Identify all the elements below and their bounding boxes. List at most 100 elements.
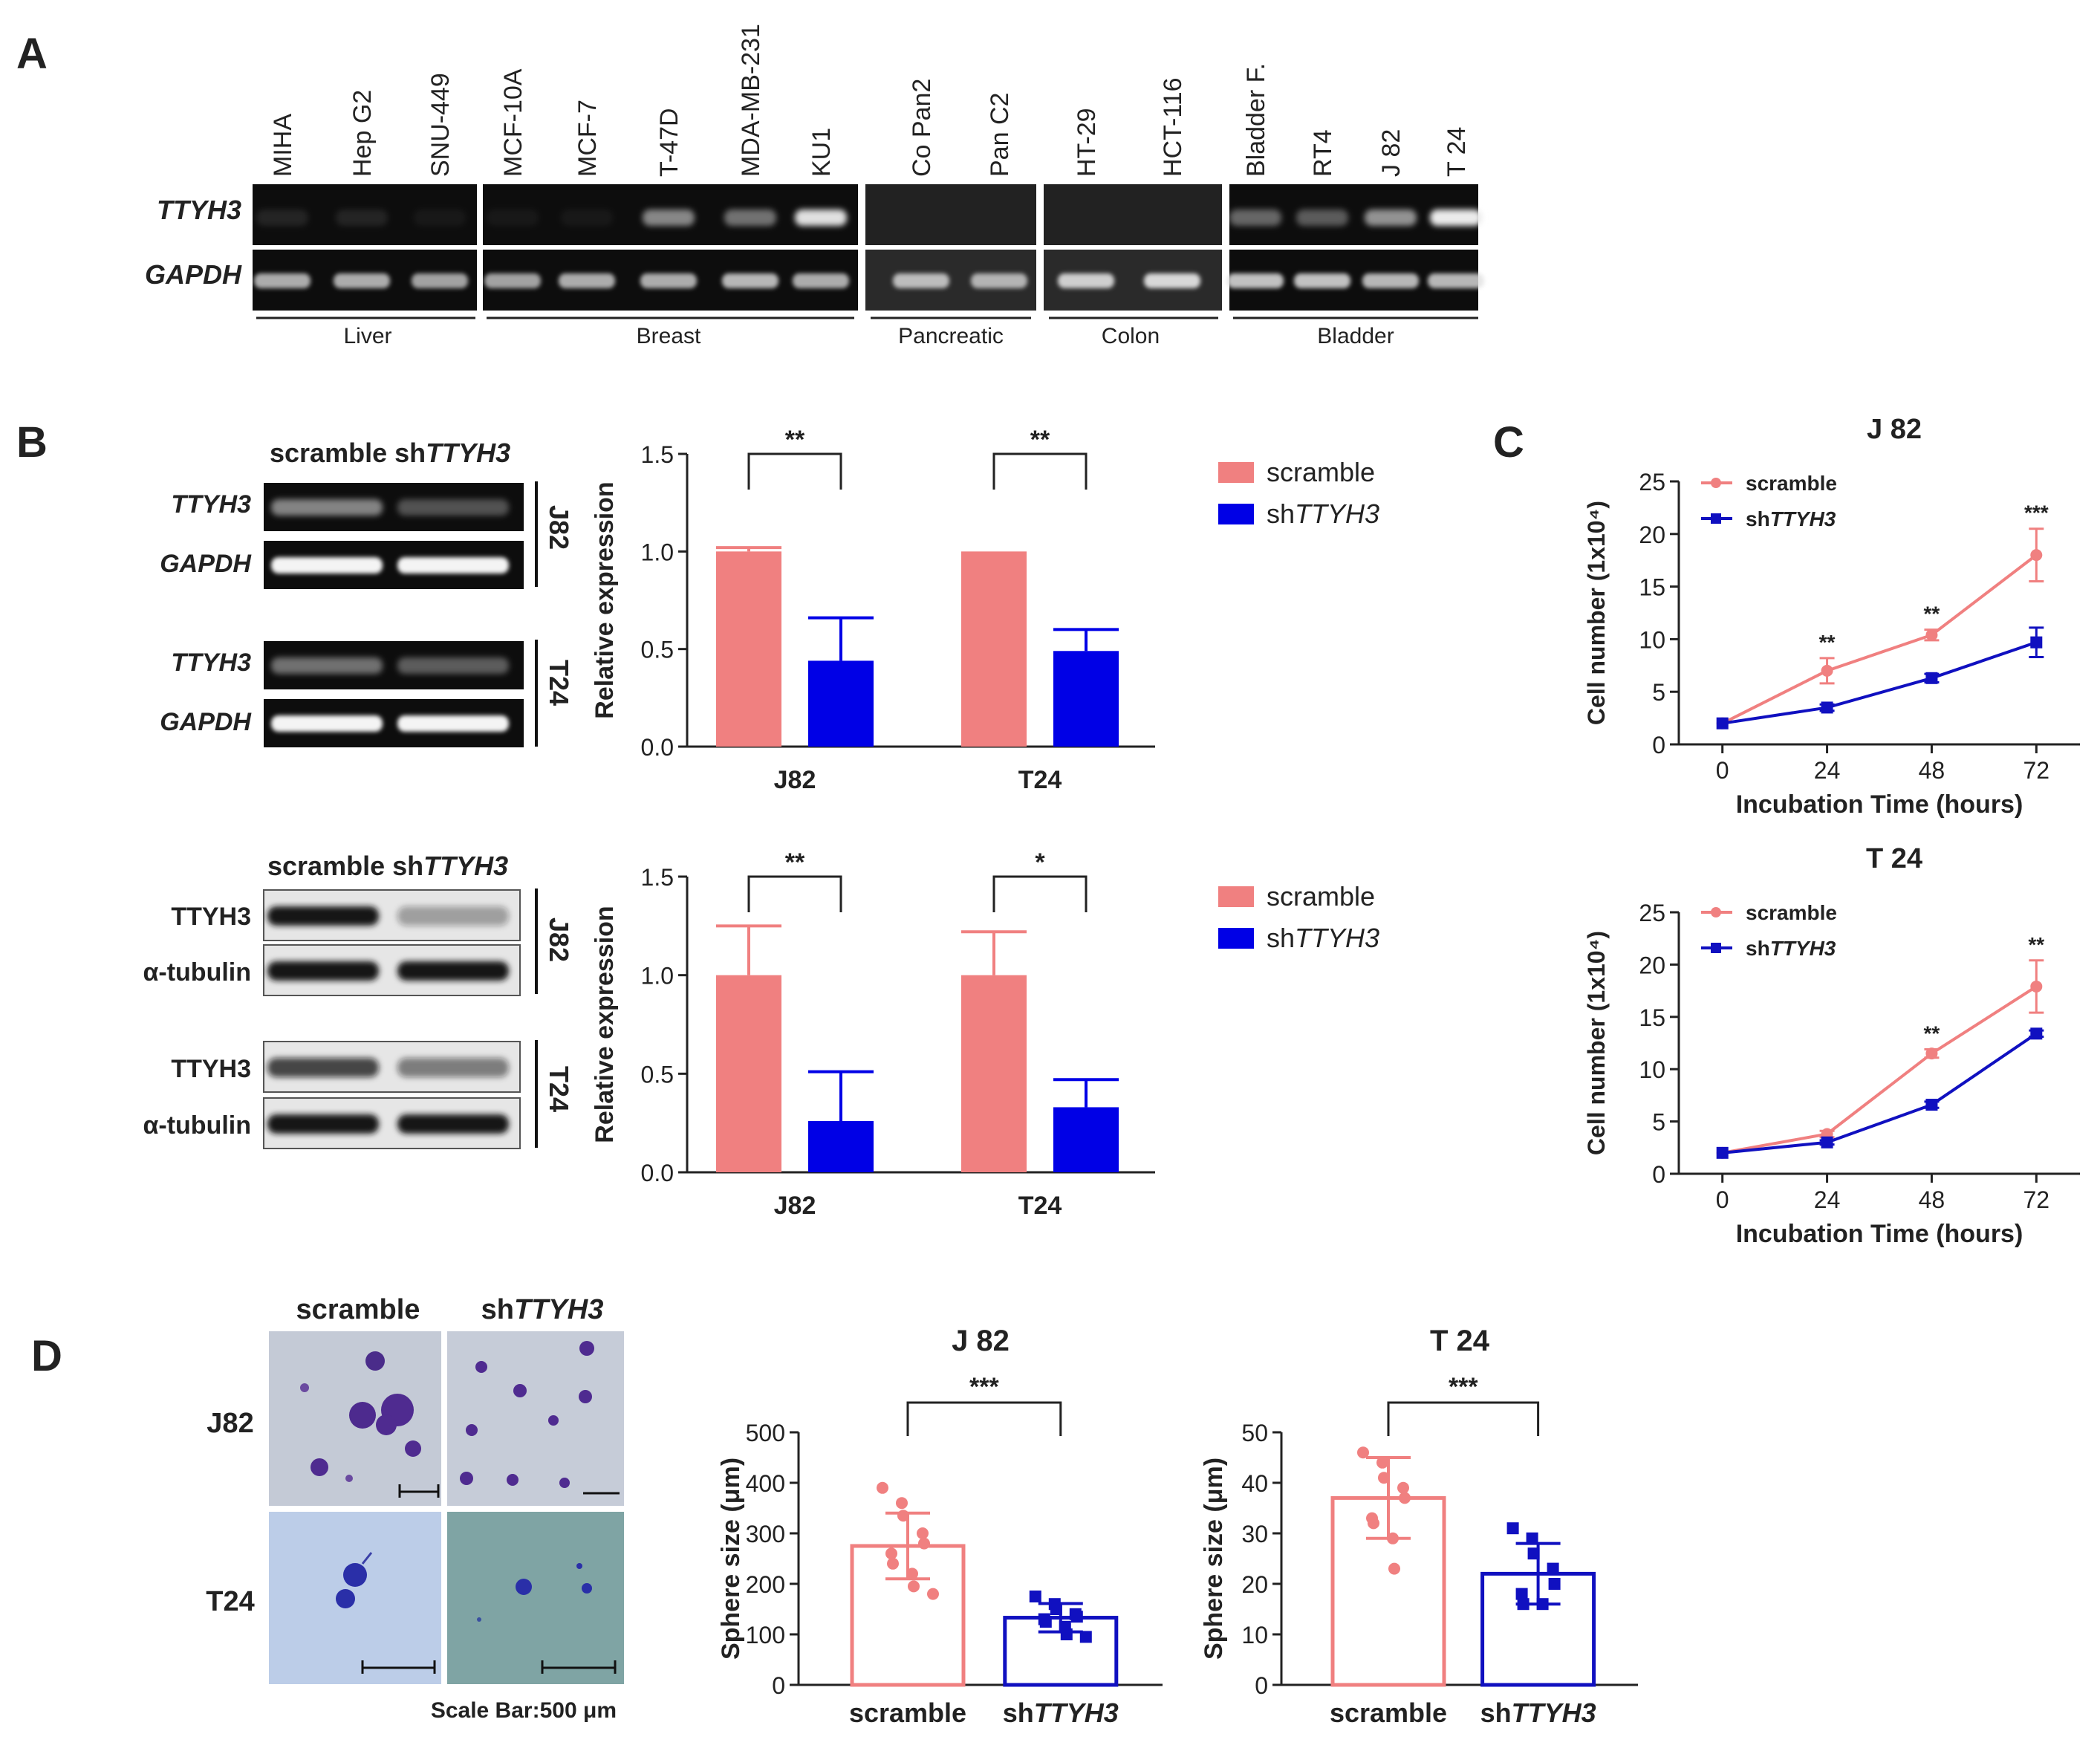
x-tick-label: 48 bbox=[1919, 757, 1945, 784]
data-point-shTTYH3 bbox=[1925, 672, 1938, 684]
x-tick-label-italic: TTYH3 bbox=[1034, 1698, 1119, 1728]
band-ttyh3 bbox=[561, 209, 613, 226]
image-row-label-t24: T24 bbox=[206, 1586, 254, 1617]
lane-label: Co Pan2 bbox=[908, 79, 936, 177]
data-point-shTTYH3 bbox=[1821, 1136, 1833, 1149]
western-band bbox=[267, 1114, 379, 1134]
lane-label: MIHA bbox=[269, 114, 297, 177]
panel-b-legend-top: scramble shTTYH3 bbox=[1218, 457, 1379, 529]
band-gapdh bbox=[254, 273, 311, 288]
sphere-colony bbox=[579, 1341, 594, 1356]
significance-marker: ** bbox=[2028, 933, 2044, 956]
panel-a-gel: TTYH3 GAPDH MIHA Hep G2 SNU-449 MCF-10A MCF-… bbox=[145, 24, 1484, 348]
band-gapdh bbox=[893, 273, 949, 288]
panel-b-legend-bottom: scramble shTTYH3 bbox=[1218, 881, 1379, 953]
data-point-scramble bbox=[1925, 628, 1938, 641]
significance-marker: ** bbox=[1924, 602, 1940, 626]
data-point-shTTYH3 bbox=[1029, 1591, 1041, 1602]
band-ttyh3 bbox=[795, 209, 847, 226]
image-col-header-sh: shTTYH3 bbox=[481, 1294, 604, 1325]
x-tick-label: shTTYH3 bbox=[1003, 1698, 1119, 1728]
significance-marker: * bbox=[1035, 848, 1045, 877]
lane-label: SNU-449 bbox=[426, 73, 455, 177]
data-point-scramble bbox=[885, 1547, 897, 1560]
data-point-scramble bbox=[1397, 1481, 1409, 1494]
data-point-shTTYH3 bbox=[2030, 636, 2043, 649]
lane-label: MCF-10A bbox=[499, 68, 527, 177]
band-gapdh bbox=[559, 273, 615, 288]
significance-marker: ** bbox=[1924, 1021, 1940, 1045]
tissue-group-label: Pancreatic bbox=[898, 324, 1004, 348]
y-tick-label: 5 bbox=[1652, 679, 1665, 706]
band-gapdh bbox=[271, 557, 383, 574]
y-tick-label: 1.5 bbox=[641, 441, 674, 468]
western-band bbox=[267, 906, 379, 926]
x-tick-label: 24 bbox=[1814, 1186, 1841, 1213]
y-tick-label: 0.0 bbox=[641, 1160, 674, 1186]
data-point-scramble bbox=[887, 1557, 899, 1570]
data-point-shTTYH3 bbox=[2030, 1027, 2043, 1040]
sphere-colony bbox=[349, 1402, 376, 1429]
significance-bracket bbox=[1387, 1401, 1540, 1436]
significance-marker: ** bbox=[1819, 631, 1836, 654]
y-tick-label: 400 bbox=[746, 1470, 785, 1497]
gel-block-ttyh3 bbox=[865, 184, 1036, 245]
x-tick-label: J82 bbox=[774, 766, 816, 794]
series-line-scramble bbox=[1721, 553, 2038, 725]
y-tick-label: 1.0 bbox=[641, 963, 674, 990]
western-band bbox=[267, 961, 379, 981]
micrograph-t24-scramble bbox=[269, 1512, 441, 1684]
significance-bracket bbox=[747, 875, 842, 912]
significance-marker: *** bbox=[969, 1373, 999, 1401]
lane-label: RT4 bbox=[1309, 129, 1337, 177]
data-point-shTTYH3 bbox=[1716, 717, 1729, 730]
sphere-colony bbox=[343, 1563, 367, 1587]
band-ttyh3 bbox=[1229, 209, 1281, 226]
band-gapdh bbox=[412, 273, 468, 288]
data-point-scramble bbox=[1378, 1472, 1390, 1484]
bar-scramble bbox=[961, 975, 1027, 1172]
western-band bbox=[397, 906, 509, 926]
chart-relative-expression-protein: 0.0 0.5 1.0 1.5 Relative expression J82 ** T24 * bbox=[591, 848, 1155, 1220]
band-ttyh3 bbox=[256, 209, 308, 226]
legend-label-sh-italic: TTYH3 bbox=[1770, 507, 1836, 530]
protein-label-ttyh3-j82: TTYH3 bbox=[171, 903, 251, 931]
x-tick-label: 72 bbox=[2023, 757, 2050, 784]
lane-label: HT-29 bbox=[1073, 108, 1101, 177]
lane-label: T-47D bbox=[655, 108, 683, 177]
sphere-colony bbox=[477, 1617, 481, 1622]
y-axis-label: Cell number (1x10⁴) bbox=[1583, 501, 1610, 725]
data-point-shTTYH3 bbox=[1527, 1547, 1540, 1560]
micrograph-j82-scramble bbox=[269, 1331, 441, 1506]
chart-title: J 82 bbox=[952, 1325, 1010, 1357]
panel-label-a: A bbox=[16, 30, 48, 78]
western-band bbox=[397, 961, 509, 981]
significance-marker: ** bbox=[785, 848, 805, 877]
data-point-shTTYH3 bbox=[1526, 1532, 1538, 1544]
data-point-shTTYH3 bbox=[1548, 1578, 1561, 1590]
y-tick-label: 20 bbox=[1241, 1571, 1268, 1598]
data-point-scramble bbox=[1357, 1446, 1369, 1459]
significance-marker: ** bbox=[785, 426, 805, 454]
band-gapdh bbox=[1294, 273, 1350, 288]
data-point-scramble bbox=[918, 1537, 930, 1550]
y-tick-label: 1.5 bbox=[641, 864, 674, 891]
data-point-shTTYH3 bbox=[1716, 1146, 1729, 1159]
significance-bracket bbox=[992, 875, 1088, 912]
y-tick-label: 15 bbox=[1639, 1004, 1665, 1031]
western-band bbox=[267, 1058, 379, 1077]
data-point-scramble bbox=[927, 1588, 939, 1600]
rna-label-ttyh3-t24: TTYH3 bbox=[171, 649, 251, 677]
band-ttyh3 bbox=[397, 657, 509, 674]
y-tick-label: 0 bbox=[1652, 1161, 1665, 1188]
sphere-colony bbox=[579, 1390, 592, 1403]
sphere-colony bbox=[300, 1383, 309, 1392]
data-point-scramble bbox=[1376, 1456, 1388, 1469]
lane-label: J 82 bbox=[1377, 129, 1405, 177]
y-tick-label: 0 bbox=[1652, 732, 1665, 758]
micrograph-j82-sh bbox=[447, 1331, 624, 1506]
data-point-scramble bbox=[896, 1497, 908, 1510]
